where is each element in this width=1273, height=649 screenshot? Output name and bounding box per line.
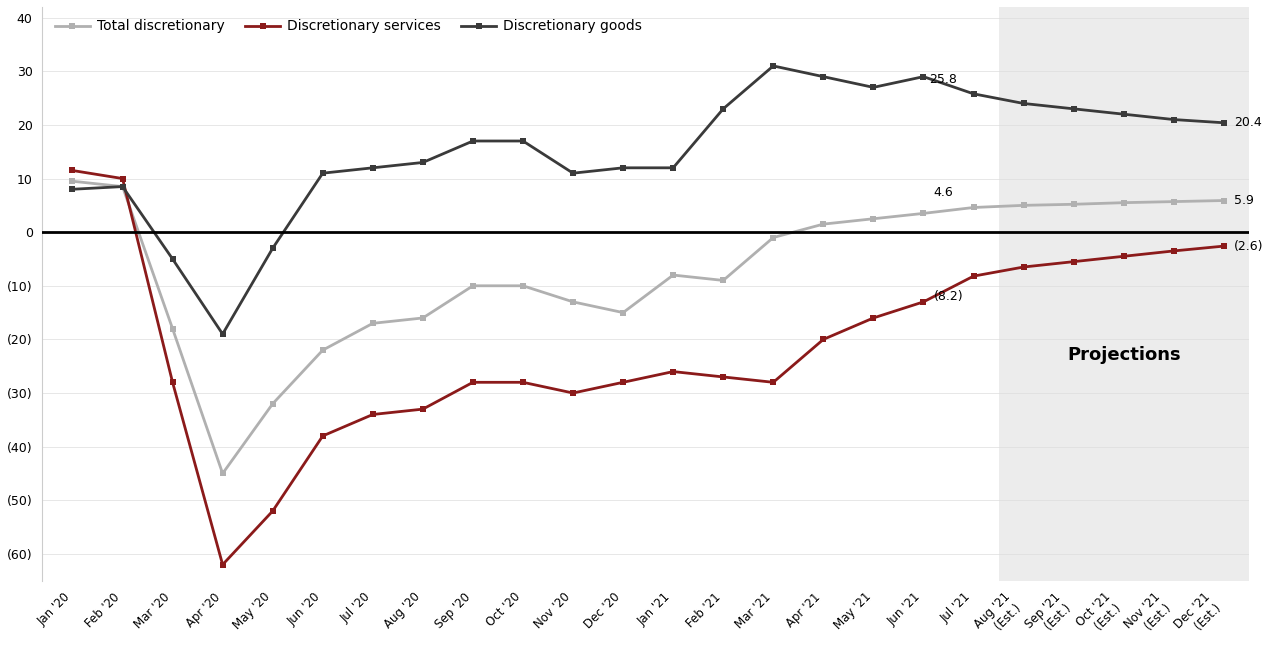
Discretionary goods [816, 73, 831, 80]
Discretionary goods [115, 182, 130, 190]
Total discretionary [365, 319, 381, 327]
Total discretionary [1166, 198, 1181, 206]
Total discretionary [666, 271, 681, 279]
Total discretionary [265, 400, 280, 408]
Text: (8.2): (8.2) [933, 289, 964, 302]
Total discretionary [316, 346, 331, 354]
Text: 4.6: 4.6 [933, 186, 953, 199]
Discretionary goods [1016, 99, 1031, 107]
Discretionary goods [215, 330, 230, 338]
Discretionary services [615, 378, 630, 386]
Discretionary services [565, 389, 580, 397]
Discretionary services [415, 405, 430, 413]
Discretionary services [1016, 263, 1031, 271]
Total discretionary [165, 324, 181, 332]
Bar [998, 7, 1249, 581]
Discretionary services [165, 378, 181, 386]
Line: Discretionary services: Discretionary services [69, 167, 1227, 568]
Line: Discretionary goods: Discretionary goods [69, 62, 1227, 337]
Discretionary services [516, 378, 531, 386]
Discretionary goods [1066, 105, 1081, 113]
Discretionary goods [866, 84, 881, 92]
Discretionary goods [1166, 116, 1181, 123]
Discretionary services [65, 167, 80, 175]
Total discretionary [565, 298, 580, 306]
Total discretionary [65, 177, 80, 185]
Discretionary goods [165, 255, 181, 263]
Discretionary goods [666, 164, 681, 172]
Discretionary goods [365, 164, 381, 172]
Discretionary goods [615, 164, 630, 172]
Text: Projections: Projections [1067, 347, 1180, 365]
Total discretionary [816, 220, 831, 228]
Discretionary goods [715, 105, 731, 113]
Total discretionary [715, 276, 731, 284]
Discretionary goods [966, 90, 981, 98]
Discretionary services [1066, 258, 1081, 265]
Total discretionary [1116, 199, 1132, 206]
Discretionary services [915, 298, 931, 306]
Total discretionary [915, 210, 931, 217]
Discretionary services [265, 507, 280, 515]
Discretionary goods [1116, 110, 1132, 118]
Discretionary services [666, 368, 681, 376]
Total discretionary [415, 314, 430, 322]
Discretionary goods [516, 137, 531, 145]
Total discretionary [1066, 201, 1081, 208]
Text: 5.9: 5.9 [1234, 194, 1254, 207]
Text: 20.4: 20.4 [1234, 116, 1262, 129]
Discretionary services [466, 378, 481, 386]
Total discretionary [1016, 201, 1031, 209]
Discretionary goods [565, 169, 580, 177]
Discretionary services [765, 378, 780, 386]
Discretionary goods [415, 158, 430, 166]
Total discretionary [215, 470, 230, 478]
Discretionary services [816, 336, 831, 343]
Discretionary services [715, 373, 731, 381]
Discretionary goods [466, 137, 481, 145]
Discretionary services [1216, 242, 1231, 250]
Total discretionary [765, 234, 780, 241]
Discretionary services [866, 314, 881, 322]
Discretionary goods [915, 73, 931, 80]
Legend: Total discretionary, Discretionary services, Discretionary goods: Total discretionary, Discretionary servi… [50, 14, 648, 39]
Total discretionary [466, 282, 481, 289]
Discretionary services [215, 561, 230, 569]
Discretionary services [365, 411, 381, 419]
Total discretionary [615, 309, 630, 317]
Discretionary services [966, 272, 981, 280]
Discretionary goods [316, 169, 331, 177]
Total discretionary [516, 282, 531, 289]
Total discretionary [866, 215, 881, 223]
Line: Total discretionary: Total discretionary [69, 178, 1227, 477]
Discretionary goods [265, 245, 280, 252]
Text: (2.6): (2.6) [1234, 239, 1263, 252]
Total discretionary [115, 182, 130, 190]
Discretionary goods [765, 62, 780, 70]
Discretionary goods [1216, 119, 1231, 127]
Total discretionary [966, 204, 981, 212]
Discretionary services [1116, 252, 1132, 260]
Discretionary goods [65, 186, 80, 193]
Discretionary services [115, 175, 130, 182]
Discretionary services [1166, 247, 1181, 255]
Discretionary services [316, 432, 331, 440]
Text: 25.8: 25.8 [929, 73, 957, 86]
Total discretionary [1216, 197, 1231, 204]
